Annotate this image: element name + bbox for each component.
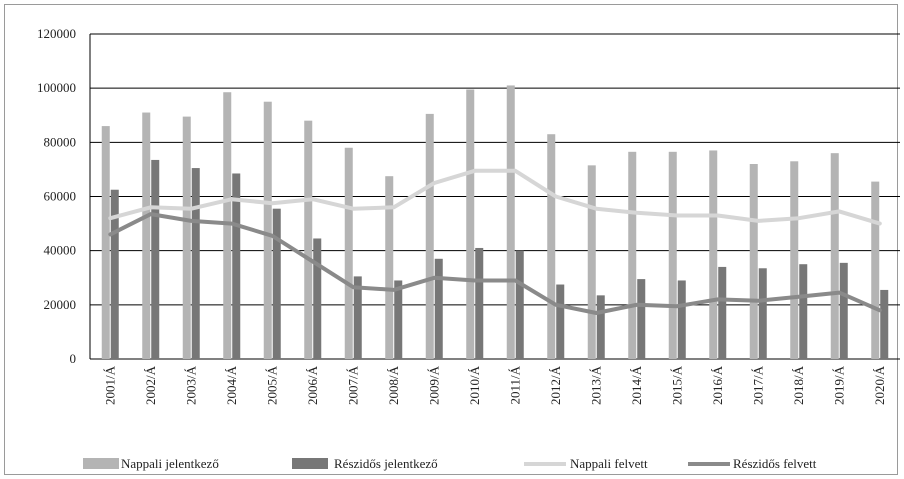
bar-reszidos-jelentkezo bbox=[434, 258, 443, 359]
lines bbox=[108, 168, 882, 315]
x-tick-label: 2018/Á bbox=[791, 365, 806, 405]
bar-nappali-jelentkezo bbox=[466, 89, 475, 359]
bar-nappali-jelentkezo bbox=[304, 120, 313, 360]
x-tick-label: 2005/Á bbox=[264, 365, 279, 405]
bar-nappali-jelentkezo bbox=[871, 181, 880, 359]
x-tick-label: 2002/Á bbox=[143, 365, 158, 405]
bar-reszidos-jelentkezo bbox=[799, 264, 808, 359]
bar-nappali-jelentkezo bbox=[790, 161, 799, 359]
y-tick-label: 120000 bbox=[37, 26, 76, 41]
x-tick-label: 2010/Á bbox=[467, 365, 482, 405]
bar-nappali-jelentkezo bbox=[506, 85, 515, 359]
bar-reszidos-jelentkezo bbox=[880, 289, 889, 359]
y-tick-label: 100000 bbox=[37, 80, 76, 95]
x-tick-label: 2019/Á bbox=[831, 365, 846, 405]
x-tick-label: 2016/Á bbox=[710, 365, 725, 405]
x-tick-label: 2020/Á bbox=[872, 365, 887, 405]
bar-reszidos-jelentkezo bbox=[353, 276, 362, 359]
bar-nappali-jelentkezo bbox=[749, 164, 758, 359]
bar-reszidos-jelentkezo bbox=[475, 247, 484, 359]
bar-reszidos-jelentkezo bbox=[191, 168, 200, 359]
legend-label: Részidős felvett bbox=[733, 456, 817, 471]
bar-nappali-jelentkezo bbox=[344, 147, 353, 359]
legend-label: Részidős jelentkező bbox=[334, 456, 438, 471]
x-tick-label: 2017/Á bbox=[750, 365, 765, 405]
x-tick-label: 2003/Á bbox=[183, 365, 198, 405]
y-tick-label: 20000 bbox=[44, 297, 77, 312]
y-tick-labels: 0 20000 40000 60000 80000 100000 120000 bbox=[37, 26, 76, 366]
bar-reszidos-jelentkezo bbox=[272, 208, 281, 359]
bar-reszidos-jelentkezo bbox=[232, 173, 241, 359]
x-tick-label: 2014/Á bbox=[629, 365, 644, 405]
bar-nappali-jelentkezo bbox=[182, 116, 191, 360]
bar-reszidos-jelentkezo bbox=[596, 295, 605, 359]
bar-reszidos-jelentkezo bbox=[677, 280, 686, 359]
bar-nappali-jelentkezo bbox=[709, 150, 718, 359]
x-tick-label: 2012/Á bbox=[548, 365, 563, 405]
legend-label: Nappali felvett bbox=[570, 456, 648, 471]
bar-nappali-jelentkezo bbox=[668, 151, 677, 359]
x-tick-label: 2009/Á bbox=[426, 365, 441, 405]
bar-nappali-jelentkezo bbox=[142, 112, 151, 360]
x-tick-label: 2008/Á bbox=[386, 365, 401, 405]
x-tick-label: 2006/Á bbox=[305, 365, 320, 405]
legend-label: Nappali jelentkező bbox=[121, 456, 219, 471]
bar-reszidos-jelentkezo bbox=[637, 279, 646, 359]
legend-swatch bbox=[292, 458, 328, 469]
legend: Nappali jelentkező Részidős jelentkező Nap… bbox=[83, 456, 817, 471]
y-tick-label: 0 bbox=[70, 351, 77, 366]
x-tick-label: 2001/Á bbox=[102, 365, 117, 405]
bar-reszidos-jelentkezo bbox=[110, 189, 119, 359]
y-tick-label: 80000 bbox=[44, 134, 77, 149]
bar-nappali-jelentkezo bbox=[830, 153, 839, 359]
x-tick-label: 2013/Á bbox=[588, 365, 603, 405]
bar-nappali-jelentkezo bbox=[587, 165, 596, 359]
bar-nappali-jelentkezo bbox=[385, 176, 394, 359]
bar-reszidos-jelentkezo bbox=[151, 159, 160, 359]
bar-nappali-jelentkezo bbox=[628, 151, 637, 359]
bar-reszidos-jelentkezo bbox=[394, 280, 403, 359]
x-tick-label: 2007/Á bbox=[345, 365, 360, 405]
bar-reszidos-jelentkezo bbox=[718, 266, 727, 359]
bar-reszidos-jelentkezo bbox=[556, 284, 565, 359]
line-nappali-felvett bbox=[108, 168, 882, 226]
y-tick-label: 40000 bbox=[44, 243, 77, 258]
bar-nappali-jelentkezo bbox=[547, 134, 556, 359]
bar-nappali-jelentkezo bbox=[101, 126, 110, 359]
x-tick-label: 2015/Á bbox=[669, 365, 684, 405]
bars bbox=[101, 85, 889, 360]
bar-nappali-jelentkezo bbox=[425, 113, 434, 359]
bar-reszidos-jelentkezo bbox=[758, 268, 767, 359]
bar-reszidos-jelentkezo bbox=[839, 262, 848, 359]
bar-reszidos-jelentkezo bbox=[313, 238, 322, 359]
x-tick-label: 2004/Á bbox=[224, 365, 239, 405]
bar-reszidos-jelentkezo bbox=[515, 250, 524, 359]
legend-swatch bbox=[83, 458, 119, 469]
bar-nappali-jelentkezo bbox=[223, 92, 232, 360]
line-reszidos-felvett bbox=[108, 212, 882, 315]
x-tick-label: 2011/Á bbox=[507, 365, 522, 404]
bar-nappali-jelentkezo bbox=[263, 101, 272, 359]
y-tick-label: 60000 bbox=[44, 189, 77, 204]
x-tick-labels: 2001/Á 2002/Á 2003/Á 2004/Á 2005/Á 2006/Á 2007… bbox=[102, 365, 887, 405]
